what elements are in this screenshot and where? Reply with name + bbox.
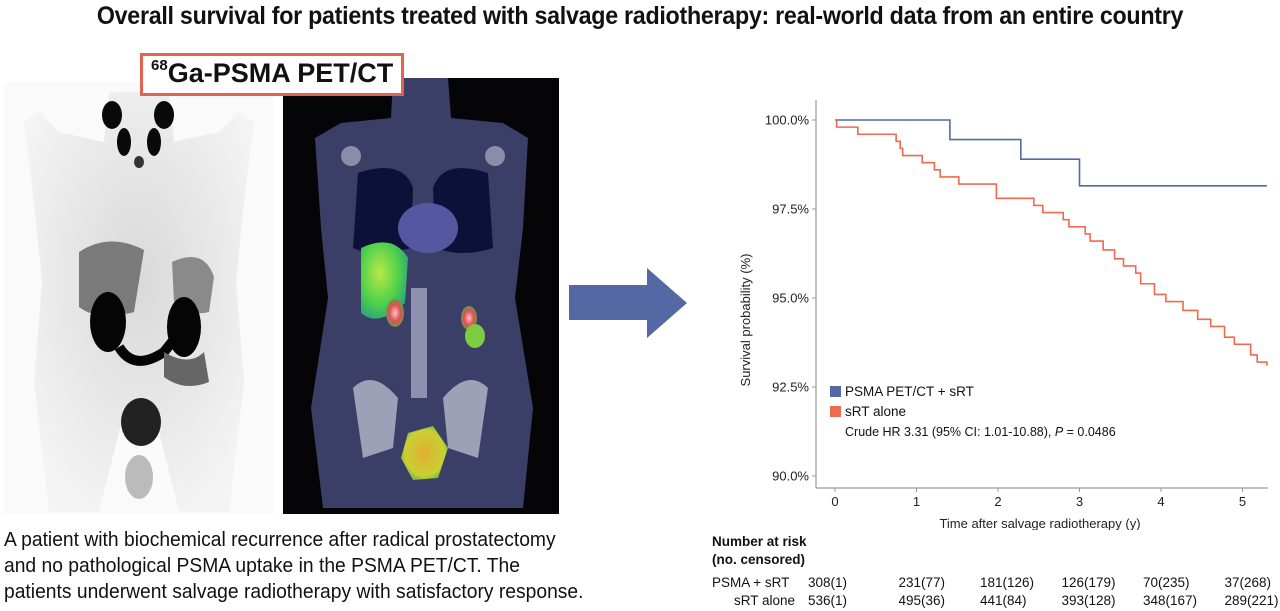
legend-label-srt: sRT alone [845, 404, 906, 419]
risk-cell: 181(126) [980, 575, 1035, 590]
risk-cell: 536(1) [808, 593, 848, 608]
chart-curves [835, 119, 1268, 366]
risk-cell: 308(1) [808, 575, 848, 590]
y-tick-label: 90.0% [772, 469, 809, 484]
legend-swatch-srt [830, 406, 841, 417]
x-tick-label: 4 [1157, 494, 1164, 509]
y-tick-label: 92.5% [772, 380, 809, 395]
scan-type-label: 68Ga-PSMA PET/CT [140, 53, 405, 96]
p-label: P [1055, 425, 1064, 439]
pet-mip-illustration [24, 92, 254, 512]
figure-caption: A patient with biochemical recurrence af… [4, 527, 704, 605]
risk-cell: 441(84) [980, 593, 1027, 608]
hazard-ratio-annotation: Crude HR 3.31 (95% CI: 1.01-10.88), P = … [845, 425, 1116, 439]
risk-cell: 231(77) [898, 575, 946, 590]
risk-table-subtitle: (no. censored) [712, 552, 806, 567]
chart-legend: PSMA PET/CT + sRT sRT alone Crude HR 3.3… [830, 384, 1116, 439]
risk-table: Number at risk (no. censored) [712, 533, 807, 569]
caption-line: A patient with biochemical recurrence af… [4, 528, 556, 551]
caption-line: and no pathological PSMA uptake in the P… [4, 554, 520, 577]
risk-cell: 126(179) [1061, 575, 1116, 590]
risk-row-label: sRT alone [734, 593, 796, 608]
figure-title: Overall survival for patients treated wi… [96, 2, 1184, 30]
legend-label-psma: PSMA PET/CT + sRT [845, 384, 974, 399]
pet-ct-illustration [311, 78, 533, 508]
caption-line: patients underwent salvage radiotherapy … [4, 580, 584, 603]
scan-type-text: Ga-PSMA PET/CT [167, 58, 394, 88]
risk-cell: 393(128) [1061, 593, 1116, 608]
curve-srt-alone [835, 119, 1268, 366]
y-tick-label: 95.0% [772, 291, 809, 306]
risk-row-label: PSMA + sRT [712, 575, 790, 590]
risk-cell: 289(221) [1224, 593, 1279, 608]
survival-chart: 90.0% 92.5% 95.0% 97.5% 100.0% 0 1 2 3 4 5 PSMA PE… [700, 90, 1280, 535]
right-arrow-icon [569, 268, 687, 343]
pet-ct-fused-image [283, 78, 559, 514]
x-tick-label: 3 [1076, 494, 1083, 509]
risk-cell: 70(235) [1143, 575, 1190, 590]
x-tick-label: 5 [1239, 494, 1246, 509]
y-tick-label: 100.0% [765, 113, 810, 128]
curve-psma-srt [835, 119, 1267, 187]
x-tick-label: 0 [831, 494, 838, 509]
pet-mip-image [4, 82, 274, 514]
y-tick-label: 97.5% [772, 202, 809, 217]
x-tick-label: 1 [913, 494, 920, 509]
p-value: = 0.0486 [1063, 425, 1116, 439]
risk-table-title: Number at risk [712, 534, 807, 549]
risk-cell: 37(268) [1224, 575, 1272, 590]
x-tick-label: 2 [994, 494, 1001, 509]
chart-axes: 90.0% 92.5% 95.0% 97.5% 100.0% 0 1 2 3 4 5 [765, 100, 1268, 509]
x-axis-label: Time after salvage radiotherapy (y) [939, 516, 1140, 530]
isotope-mass-number: 68 [151, 57, 168, 74]
legend-swatch-psma [830, 386, 841, 397]
risk-cell: 348(167) [1143, 593, 1198, 608]
hr-text: Crude HR 3.31 (95% CI: 1.01-10.88), [845, 425, 1055, 439]
y-axis-label: Survival probability (%) [738, 254, 753, 387]
risk-cell: 495(36) [898, 593, 946, 608]
